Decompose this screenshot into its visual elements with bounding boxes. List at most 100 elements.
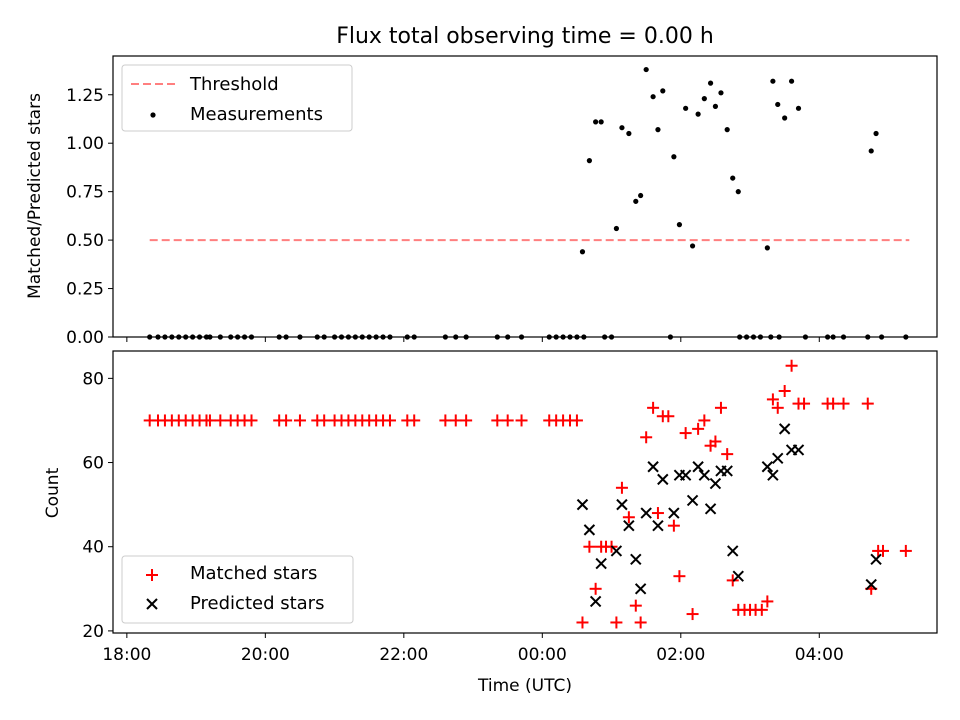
measurement-point bbox=[689, 243, 696, 249]
matched-star-point bbox=[778, 384, 791, 397]
measurement-point bbox=[626, 130, 632, 137]
matched-star-point bbox=[589, 582, 602, 595]
matched-star-point bbox=[692, 422, 705, 435]
predicted-star-point bbox=[595, 557, 607, 570]
matched-star-point bbox=[293, 414, 306, 427]
measurement-point bbox=[650, 94, 656, 100]
matched-star-point bbox=[667, 519, 680, 532]
matched-star-point bbox=[861, 397, 874, 410]
matched-star-point bbox=[214, 414, 227, 427]
matched-star-point bbox=[721, 448, 734, 461]
matched-star-point bbox=[899, 544, 912, 557]
measurement-point bbox=[718, 90, 724, 96]
matched-star-point bbox=[679, 427, 692, 440]
top-panel: Flux total observing time = 0.00 h 0.000… bbox=[25, 24, 938, 348]
predicted-star-point bbox=[679, 469, 692, 481]
matched-star-point bbox=[785, 359, 798, 372]
measurement-point bbox=[660, 88, 666, 94]
matched-star-point bbox=[439, 414, 452, 427]
measurement-point bbox=[730, 175, 736, 181]
matched-star-point bbox=[515, 414, 528, 427]
measurement-point bbox=[671, 154, 677, 160]
matched-star-point bbox=[408, 414, 421, 427]
bottom-axes-frame bbox=[112, 350, 938, 634]
chart-title: Flux total observing time = 0.00 h bbox=[336, 24, 714, 49]
matched-star-point bbox=[280, 414, 293, 427]
top-legend: Threshold Measurements bbox=[121, 64, 353, 132]
predicted-star-point bbox=[761, 461, 774, 473]
measurement-point bbox=[712, 103, 719, 109]
x-tick-label: 00:00 bbox=[518, 645, 567, 665]
measurement-point bbox=[613, 225, 620, 232]
predicted-star-point bbox=[576, 498, 589, 511]
predicted-star-point bbox=[657, 473, 669, 486]
measurement-point bbox=[795, 105, 802, 111]
predicted-star-point bbox=[686, 494, 699, 507]
matched-star-point bbox=[651, 507, 664, 520]
bottom-y-axis: 20 40 60 80 bbox=[82, 369, 113, 642]
measurement-point bbox=[593, 119, 599, 125]
legend-predicted-swatch bbox=[146, 598, 158, 610]
predicted-star-point bbox=[647, 461, 659, 473]
predicted-star-point bbox=[767, 469, 779, 481]
top-y-tick-label: 1.00 bbox=[66, 134, 104, 154]
predicted-star-point bbox=[640, 507, 652, 519]
predicted-star-point bbox=[692, 461, 704, 473]
predicted-star-point bbox=[778, 423, 791, 435]
predicted-star-point bbox=[583, 524, 596, 536]
x-tick-label: 18:00 bbox=[102, 645, 151, 665]
matched-star-point bbox=[610, 616, 623, 629]
matched-star-point bbox=[714, 401, 727, 414]
matched-star-point bbox=[647, 401, 660, 414]
measurement-point bbox=[586, 158, 592, 164]
top-axes-frame bbox=[112, 55, 938, 338]
predicted-star-point bbox=[727, 545, 739, 557]
top-y-axis: 0.00 0.25 0.50 0.75 1.00 1.25 bbox=[66, 86, 113, 348]
matched-star-point bbox=[570, 414, 583, 427]
bottom-x-axis: 18:00 20:00 22:00 00:00 02:00 04:00 bbox=[102, 633, 844, 665]
matched-star-point bbox=[491, 414, 504, 427]
matched-star-point bbox=[629, 599, 642, 612]
top-y-tick-label: 0.25 bbox=[66, 280, 104, 300]
matched-star-point bbox=[827, 397, 840, 410]
predicted-star-point bbox=[721, 465, 733, 477]
bottom-y-tick-label: 20 bbox=[82, 622, 104, 642]
top-data-layer bbox=[147, 66, 910, 340]
top-y-axis-label: Matched/Predicted stars bbox=[25, 93, 45, 299]
matched-star-point bbox=[449, 414, 462, 427]
matched-star-point bbox=[318, 414, 331, 427]
top-legend-box bbox=[121, 64, 353, 132]
legend-measurements-swatch bbox=[150, 112, 156, 118]
legend-matched-label: Matched stars bbox=[190, 563, 317, 584]
predicted-star-point bbox=[630, 553, 642, 566]
measurement-point bbox=[701, 96, 707, 102]
matched-star-point bbox=[245, 414, 258, 427]
measurement-point bbox=[579, 249, 586, 255]
measurement-point bbox=[775, 101, 781, 108]
measurement-point bbox=[788, 78, 795, 84]
measurement-point bbox=[868, 148, 874, 154]
predicted-star-point bbox=[704, 503, 717, 515]
matched-star-point bbox=[615, 481, 628, 494]
legend-matched-swatch bbox=[146, 569, 158, 581]
bottom-y-tick-label: 40 bbox=[82, 538, 104, 558]
matched-star-point bbox=[640, 431, 653, 444]
measurement-point bbox=[638, 192, 644, 199]
top-x-axis bbox=[126, 337, 820, 342]
matched-star-point bbox=[761, 595, 774, 608]
matched-star-point bbox=[501, 414, 514, 427]
measurement-point bbox=[683, 105, 689, 111]
predicted-star-point bbox=[616, 498, 628, 511]
legend-measurements-label: Measurements bbox=[190, 104, 323, 125]
predicted-star-point bbox=[792, 444, 805, 456]
measurement-point bbox=[695, 111, 701, 117]
matched-star-point bbox=[755, 603, 768, 616]
measurement-point bbox=[782, 115, 788, 121]
top-y-tick-label: 1.25 bbox=[66, 86, 104, 106]
top-y-tick-label: 0.50 bbox=[66, 231, 104, 251]
top-y-tick-label: 0.75 bbox=[66, 183, 104, 203]
predicted-star-point bbox=[709, 477, 722, 490]
bottom-y-axis-label: Count bbox=[43, 467, 63, 518]
predicted-star-point bbox=[610, 545, 623, 557]
